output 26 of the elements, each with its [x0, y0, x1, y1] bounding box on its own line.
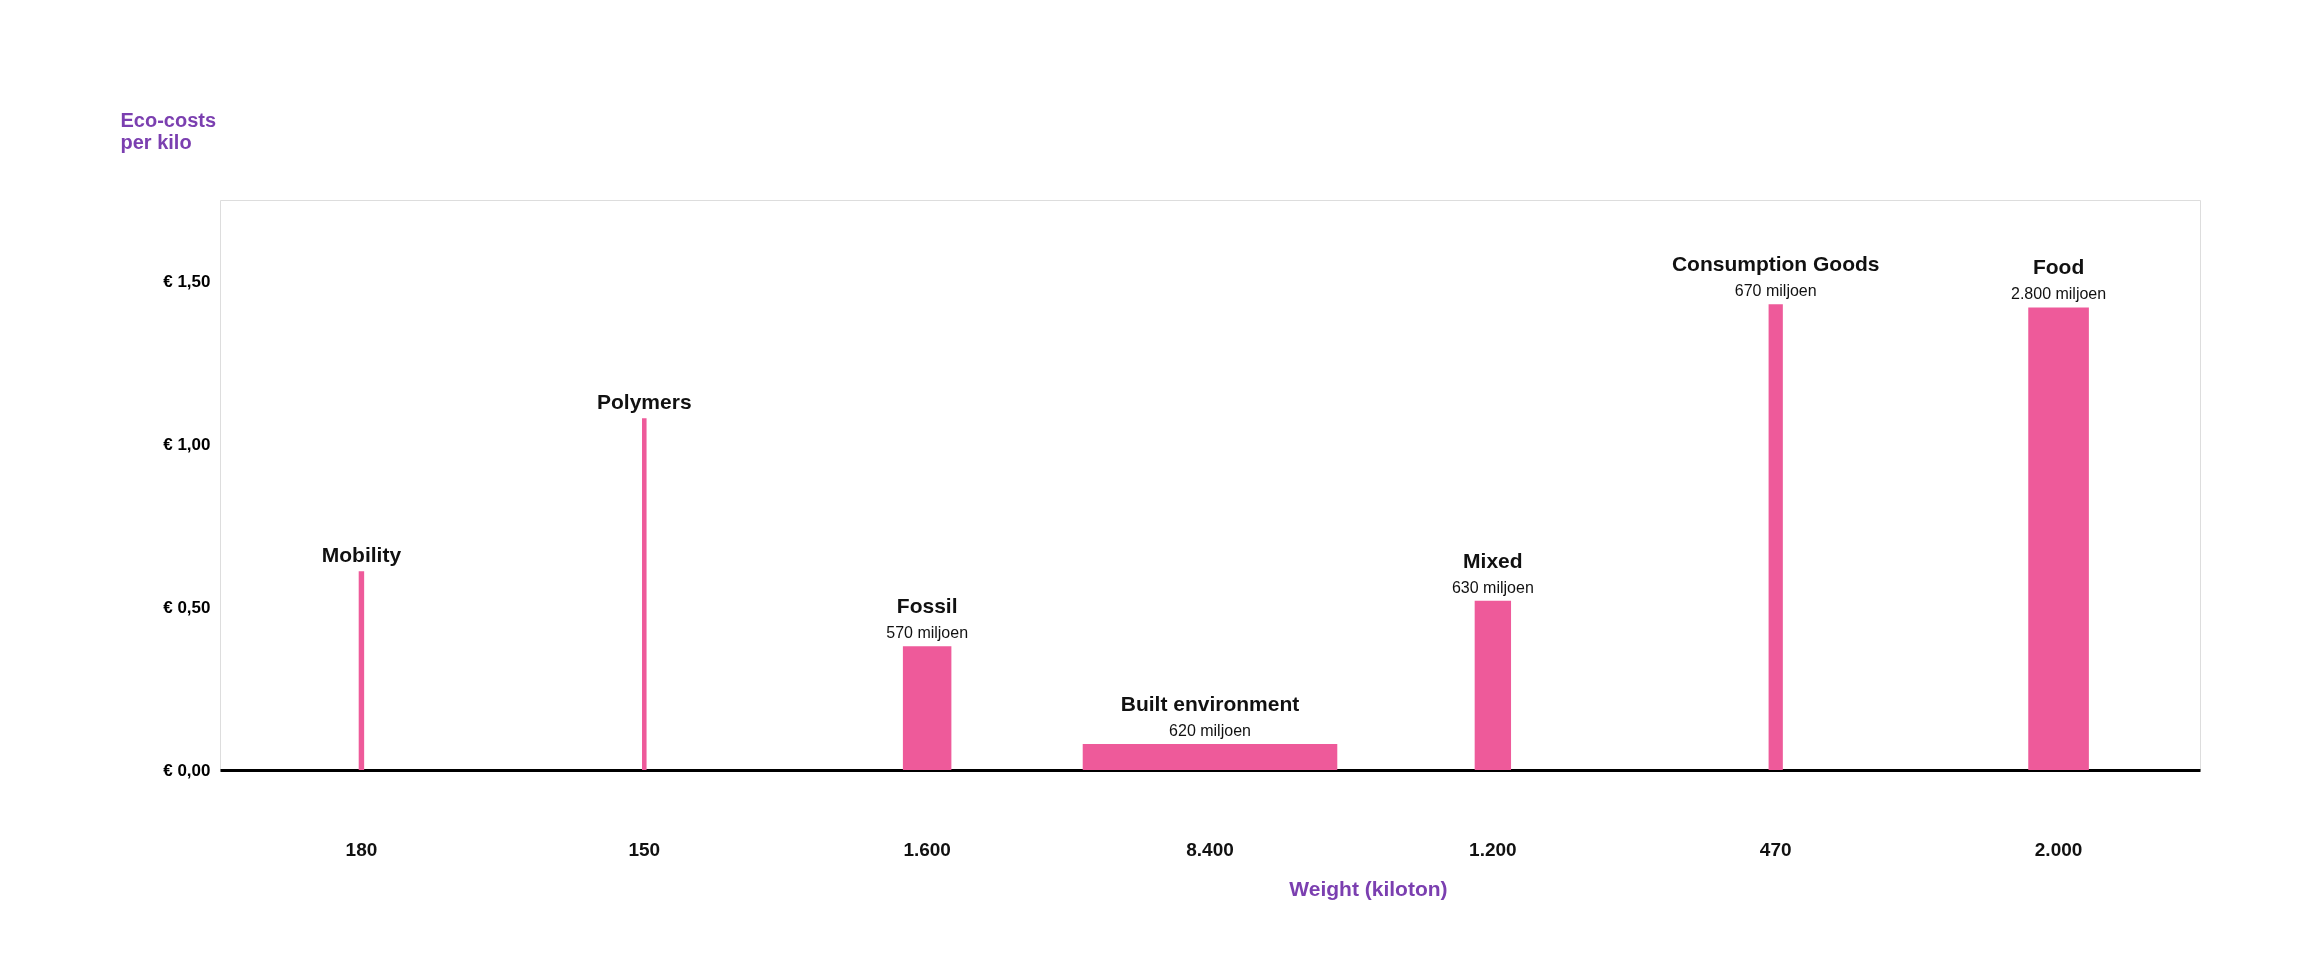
x-tick-label: 8.400	[1186, 839, 1234, 860]
x-tick-label: 1.600	[903, 839, 951, 860]
x-tick-label: 180	[345, 839, 378, 860]
x-tick-label: 1.200	[1469, 839, 1517, 860]
annotation: Mobility	[321, 543, 402, 567]
annotation: Built environment	[1120, 691, 1300, 715]
annotation: Mixed	[1463, 548, 1523, 572]
y-tick-label: € 0,00	[163, 760, 211, 780]
annotation: 570 miljoen	[886, 624, 969, 642]
y-tick-label: € 1,00	[163, 434, 211, 454]
annotation: Polymers	[597, 390, 692, 414]
annotation: Consumption Goods	[1671, 252, 1880, 276]
x-tick-label: 150	[628, 839, 661, 860]
bar	[1474, 600, 1512, 770]
annotation: 630 miljoen	[1451, 578, 1534, 596]
y-axis-title: Eco-costs per kilo	[120, 108, 217, 153]
x-tick-label: 470	[1759, 839, 1792, 860]
y-tick-label: € 0,50	[163, 597, 211, 617]
annotation: 620 miljoen	[1169, 721, 1251, 739]
annotation: 670 miljoen	[1734, 282, 1817, 300]
annotation: Food	[2032, 255, 2085, 279]
x-axis-title: Weight (kiloton)	[1289, 877, 1448, 900]
x-tick-label: 2.000	[2034, 839, 2083, 860]
y-tick-label: € 1,50	[163, 271, 211, 291]
annotation: Fossil	[896, 594, 958, 618]
annotation: 2.800 miljoen	[2010, 285, 2107, 303]
